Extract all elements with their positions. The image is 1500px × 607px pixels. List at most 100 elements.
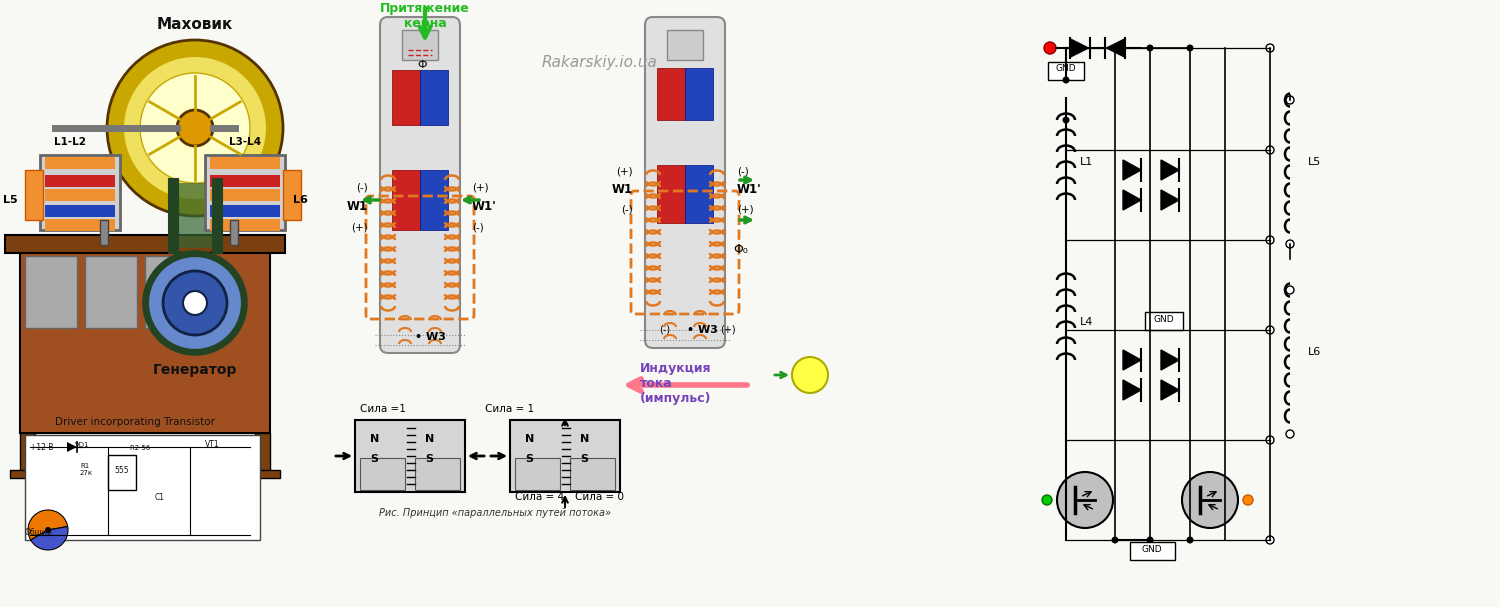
Bar [360,458,405,490]
Bar [45,189,116,201]
Text: (-): (-) [736,167,748,177]
Circle shape [1286,240,1294,248]
Circle shape [1062,117,1070,123]
Text: L1-L2: L1-L2 [54,137,86,147]
Bar [210,157,280,169]
Circle shape [1146,44,1154,52]
Bar [284,170,302,220]
Bar [356,420,465,492]
Polygon shape [68,442,76,452]
Bar [206,155,285,230]
Text: (-): (-) [472,222,483,232]
Bar [108,455,136,490]
Text: (-): (-) [660,325,670,335]
Text: (-): (-) [621,205,633,215]
Circle shape [1058,472,1113,528]
Polygon shape [1161,190,1179,210]
Polygon shape [1161,160,1179,180]
Text: Driver incorporating Transistor: Driver incorporating Transistor [56,417,214,427]
Bar [26,435,260,540]
Circle shape [1266,536,1274,544]
Bar [10,470,280,478]
Circle shape [1286,96,1294,104]
Circle shape [123,56,267,200]
Bar [686,68,712,120]
Circle shape [140,73,250,183]
Text: VT1: VT1 [206,440,219,449]
Text: (+): (+) [720,325,735,335]
Text: N: N [525,434,534,444]
Text: S: S [370,454,378,464]
Text: (+): (+) [472,182,489,192]
Bar [392,70,420,125]
Text: Φ₀: Φ₀ [734,243,747,256]
Bar [86,256,136,328]
Text: S: S [424,454,433,464]
Circle shape [183,291,207,315]
Bar [45,219,116,231]
Text: • W3: • W3 [687,325,718,335]
Text: N: N [370,434,380,444]
Text: R1
27к: R1 27к [80,463,93,476]
Bar [392,170,420,230]
FancyBboxPatch shape [645,17,724,348]
Text: L4: L4 [1080,317,1094,327]
Bar [45,205,116,217]
Circle shape [1266,436,1274,444]
Text: VD1: VD1 [75,442,90,448]
Bar [4,235,285,253]
Bar [100,220,108,245]
Text: Индукция
тока
(импульс): Индукция тока (импульс) [640,362,711,405]
Bar [20,253,270,433]
Polygon shape [1161,380,1179,400]
Circle shape [106,40,284,216]
Bar [210,189,280,201]
Text: GND: GND [1142,545,1162,554]
Polygon shape [1124,190,1142,210]
Text: (+): (+) [351,222,368,232]
Text: L3-L4: L3-L4 [230,137,261,147]
Circle shape [1146,537,1154,543]
Circle shape [1044,42,1056,54]
Polygon shape [1106,38,1125,58]
Text: GND: GND [1154,315,1174,324]
Polygon shape [1124,160,1142,180]
Bar [416,458,460,490]
Text: L6: L6 [1308,347,1322,357]
Text: Rakarskiy.io.ua: Rakarskiy.io.ua [542,55,658,70]
Circle shape [792,357,828,393]
Bar [172,183,217,248]
Text: Сила = 1: Сила = 1 [484,404,534,414]
Circle shape [164,271,226,335]
Text: N: N [424,434,435,444]
FancyBboxPatch shape [380,17,460,353]
Circle shape [1286,286,1294,294]
Bar [210,205,280,217]
Bar [1048,62,1084,80]
Polygon shape [1070,38,1090,58]
Bar [420,170,448,230]
Bar [1144,312,1184,330]
Text: L6: L6 [292,195,308,205]
Text: W1: W1 [346,200,368,213]
Wedge shape [30,526,68,550]
Text: • W3: • W3 [416,332,446,342]
Bar [657,165,686,223]
Bar [20,433,34,473]
Circle shape [1266,236,1274,244]
Circle shape [1186,44,1194,52]
Text: S: S [525,454,532,464]
Circle shape [1112,44,1119,52]
Bar [45,175,116,187]
Circle shape [1266,146,1274,154]
Bar [657,68,686,120]
Bar [686,165,712,223]
Wedge shape [28,510,68,540]
Circle shape [45,527,51,533]
Circle shape [1286,430,1294,438]
Text: L1: L1 [1080,157,1094,167]
Circle shape [1186,537,1194,543]
Text: W1: W1 [612,183,633,196]
Bar [420,70,448,125]
Text: Общий: Общий [26,528,53,537]
